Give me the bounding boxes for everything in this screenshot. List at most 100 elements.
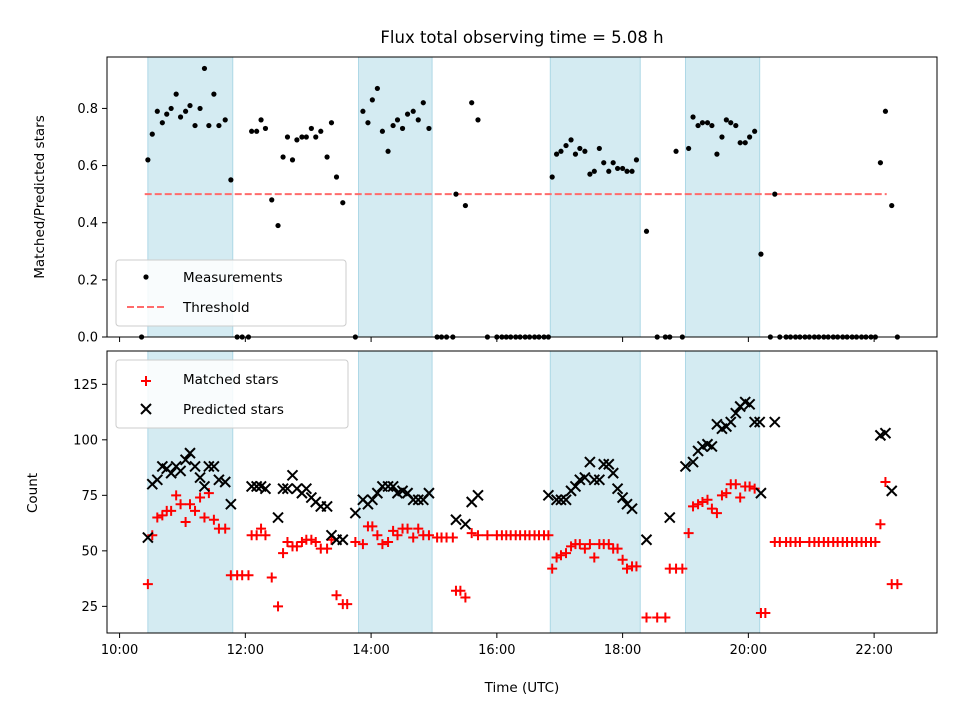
measurement-point xyxy=(206,122,212,129)
predicted-star-point xyxy=(603,458,615,470)
predicted-star-point xyxy=(142,531,154,544)
measurement-point xyxy=(374,85,380,92)
matched-star-point xyxy=(612,543,623,554)
top-ytick-label: 0.6 xyxy=(77,159,98,174)
predicted-star-point xyxy=(321,500,333,513)
predicted-star-point xyxy=(208,460,220,473)
measurement-point xyxy=(303,134,309,140)
measurement-point xyxy=(633,157,640,163)
matched-star-point xyxy=(251,530,262,541)
matched-star-point xyxy=(543,530,554,541)
matched-star-point xyxy=(702,494,713,505)
legend-box xyxy=(115,259,347,327)
predicted-star-point xyxy=(174,465,187,477)
predicted-star-point xyxy=(555,494,567,506)
measurement-point xyxy=(313,134,319,140)
measurement-point xyxy=(222,117,228,123)
measurement-point xyxy=(877,160,884,166)
top-panel-ylabel: Matched/Predicted stars xyxy=(32,115,48,278)
measurement-point xyxy=(228,177,234,183)
bottom-ytick-label: 125 xyxy=(73,378,98,393)
predicted-star-point xyxy=(584,456,596,468)
bottom-ytick-label: 75 xyxy=(81,489,98,504)
measurement-point xyxy=(154,108,160,114)
measurement-point xyxy=(686,145,692,152)
predicted-star-point xyxy=(550,494,563,506)
top-legend: Measurements Threshold xyxy=(115,259,347,327)
measurement-point xyxy=(752,128,758,134)
predicted-star-point xyxy=(412,494,424,506)
xtick-label: 12:00 xyxy=(227,643,264,658)
matched-star-point xyxy=(589,552,600,563)
matched-star-point xyxy=(199,512,210,523)
predicted-star-point xyxy=(198,480,211,493)
measurement-point xyxy=(211,91,217,97)
measurement-point xyxy=(577,145,583,152)
matched-star-point xyxy=(408,532,419,543)
matched-star-point xyxy=(561,548,572,559)
predicted-star-point xyxy=(219,476,231,488)
measurement-point xyxy=(294,137,300,143)
measurement-point xyxy=(728,120,734,126)
matched-star-point xyxy=(622,563,633,574)
matched-star-point xyxy=(880,477,891,488)
predicted-star-point xyxy=(189,460,201,473)
predicted-star-point xyxy=(886,485,898,497)
measurement-point xyxy=(379,128,386,134)
matched-star-point xyxy=(180,516,191,527)
measurement-point xyxy=(420,100,426,106)
measurement-point xyxy=(340,200,346,206)
measurement-point xyxy=(719,134,725,140)
measurement-point xyxy=(177,114,184,120)
xtick-label: 22:00 xyxy=(855,643,892,658)
matched-star-point xyxy=(171,490,182,501)
legend-predicted-label: Predicted stars xyxy=(183,402,284,418)
top-axes-frame xyxy=(106,56,938,338)
matched-star-point xyxy=(555,550,566,561)
predicted-star-point xyxy=(194,471,206,484)
measurement-point xyxy=(758,251,764,257)
predicted-star-point xyxy=(245,480,258,493)
predicted-star-point xyxy=(272,511,284,524)
measurement-point xyxy=(673,148,679,154)
matched-star-point xyxy=(730,479,741,490)
predicted-star-point xyxy=(687,456,699,468)
xtick-label: 14:00 xyxy=(352,643,389,658)
measurement-point xyxy=(415,117,421,123)
matched-star-point xyxy=(749,483,760,494)
predicted-star-point xyxy=(366,494,379,506)
measurement-point xyxy=(742,140,748,146)
measurement-point xyxy=(299,134,305,140)
matched-star-point xyxy=(372,530,383,541)
matched-star-point xyxy=(603,539,614,550)
matched-star-point xyxy=(342,599,353,610)
measurement-point xyxy=(695,122,701,129)
predicted-star-point xyxy=(423,487,435,499)
matched-star-point xyxy=(466,528,477,539)
predicted-star-point xyxy=(588,474,601,486)
measurement-point xyxy=(149,131,155,137)
predicted-star-point xyxy=(579,471,591,484)
measurement-point xyxy=(369,97,375,103)
legend-predicted-marker xyxy=(140,403,152,415)
matched-star-point xyxy=(190,505,201,516)
measurement-point xyxy=(587,171,593,177)
matched-star-point xyxy=(631,561,642,572)
legend-box xyxy=(115,359,349,429)
matched-star-point xyxy=(260,530,271,541)
matched-star-point xyxy=(310,536,321,547)
matched-star-point xyxy=(392,530,403,541)
xtick-label: 18:00 xyxy=(604,643,641,658)
matched-star-point xyxy=(447,532,458,543)
top-ytick-label: 0.2 xyxy=(77,273,98,288)
predicted-star-point xyxy=(286,469,299,482)
matched-star-point xyxy=(413,523,424,534)
predicted-star-point xyxy=(730,407,742,419)
matched-star-point xyxy=(388,525,399,536)
predicted-star-point xyxy=(748,416,761,428)
matched-star-point xyxy=(677,563,688,574)
measurement-point xyxy=(269,197,275,203)
matched-star-point xyxy=(794,536,805,547)
measurement-point xyxy=(394,117,401,123)
